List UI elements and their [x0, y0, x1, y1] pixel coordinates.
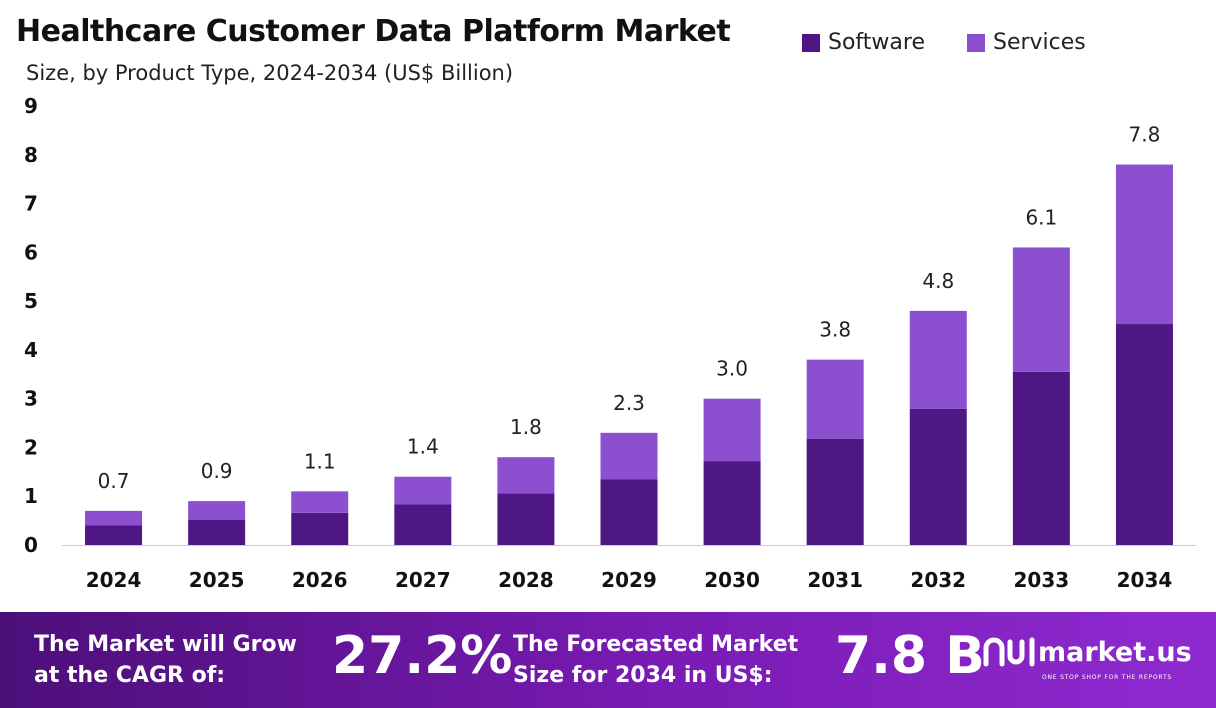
forecast-label-line1: The Forecasted Market	[513, 632, 799, 657]
data-label-total: 7.8	[1129, 123, 1161, 147]
brand-name: market.us	[1038, 636, 1192, 668]
data-label-total: 3.0	[716, 357, 748, 381]
x-tick-label: 2032	[910, 568, 966, 592]
data-label-total: 1.1	[304, 449, 336, 473]
y-tick-label: 0	[24, 533, 38, 557]
data-label-total: 1.4	[407, 435, 439, 459]
data-label-total: 6.1	[1025, 205, 1057, 229]
y-tick-label: 8	[24, 143, 38, 167]
chart-title: Healthcare Customer Data Platform Market	[16, 14, 731, 49]
y-tick-label: 7	[24, 192, 38, 216]
chart-subtitle: Size, by Product Type, 2024-2034 (US$ Bi…	[26, 61, 514, 85]
forecast-label-line2: Size for 2034 in US$:	[513, 663, 773, 688]
bar-services-2024	[85, 510, 143, 526]
bar-services-2031	[806, 359, 864, 439]
bar-software-2032	[909, 408, 967, 545]
y-tick-label: 5	[24, 289, 38, 313]
brand-logo[interactable]: market.us ONE STOP SHOP FOR THE REPORTS	[982, 634, 1192, 681]
footer-banner: The Market will Grow at the CAGR of: 27.…	[0, 612, 1216, 708]
y-tick-label: 9	[24, 94, 38, 118]
bar-software-2028	[497, 493, 555, 545]
legend-swatch-software	[802, 33, 820, 52]
data-label-total: 1.8	[510, 415, 542, 439]
data-label-total: 0.9	[201, 459, 233, 483]
cagr-label-line1: The Market will Grow	[34, 632, 297, 657]
legend-label-services: Services	[992, 30, 1086, 55]
bar-services-2025	[188, 501, 246, 520]
bar-services-2032	[909, 310, 967, 409]
bar-software-2029	[600, 479, 658, 545]
legend-swatch-services	[966, 33, 985, 52]
x-tick-label: 2033	[1014, 568, 1070, 592]
data-label-total: 3.8	[819, 318, 851, 342]
bar-services-2034	[1115, 164, 1173, 325]
bar-services-2033	[1012, 247, 1070, 372]
legend: Software Services	[802, 30, 1128, 55]
legend-item-software: Software	[802, 30, 925, 55]
bar-software-2025	[188, 519, 246, 545]
x-tick-label: 2024	[86, 568, 142, 592]
x-tick-label: 2028	[498, 568, 554, 592]
forecast-value: 7.8 B	[835, 626, 985, 686]
y-tick-label: 2	[24, 435, 38, 459]
y-tick-label: 4	[24, 338, 38, 362]
bar-services-2028	[497, 457, 555, 494]
y-tick-label: 6	[24, 240, 38, 264]
bar-services-2029	[600, 432, 658, 480]
brand-mark-icon	[983, 637, 1035, 667]
y-tick-label: 3	[24, 387, 38, 411]
y-tick-label: 1	[24, 484, 38, 508]
bar-software-2031	[806, 438, 864, 545]
forecast-label: The Forecasted Market Size for 2034 in U…	[513, 629, 798, 691]
data-label-total: 4.8	[922, 269, 954, 293]
bar-software-2033	[1012, 371, 1070, 545]
bar-services-2030	[703, 398, 761, 462]
bar-software-2026	[291, 512, 349, 545]
bar-services-2026	[291, 491, 349, 513]
bar-software-2024	[85, 525, 143, 545]
x-tick-label: 2025	[189, 568, 245, 592]
bar-software-2034	[1115, 324, 1173, 545]
bar-services-2027	[394, 476, 452, 505]
brand-tagline: ONE STOP SHOP FOR THE REPORTS	[1042, 674, 1173, 681]
x-tick-label: 2027	[395, 568, 451, 592]
x-tick-label: 2034	[1117, 568, 1173, 592]
bar-software-2030	[703, 461, 761, 545]
data-label-total: 2.3	[613, 391, 645, 415]
x-tick-label: 2030	[704, 568, 760, 592]
x-tick-label: 2031	[807, 568, 863, 592]
legend-item-services: Services	[966, 30, 1086, 55]
legend-label-software: Software	[828, 30, 925, 55]
x-tick-label: 2029	[601, 568, 657, 592]
cagr-label-line2: at the CAGR of:	[34, 663, 226, 688]
bar-software-2027	[394, 504, 452, 545]
x-tick-label: 2026	[292, 568, 348, 592]
cagr-value: 27.2%	[332, 626, 513, 686]
bar-chart: 0 1 2 3 4 5 6 7 8 9 0.7 2024 0.9 2025 1.1 2026 1.4 2027 1.…	[24, 94, 1196, 592]
cagr-label: The Market will Grow at the CAGR of:	[34, 629, 297, 691]
data-label-total: 0.7	[98, 469, 130, 493]
